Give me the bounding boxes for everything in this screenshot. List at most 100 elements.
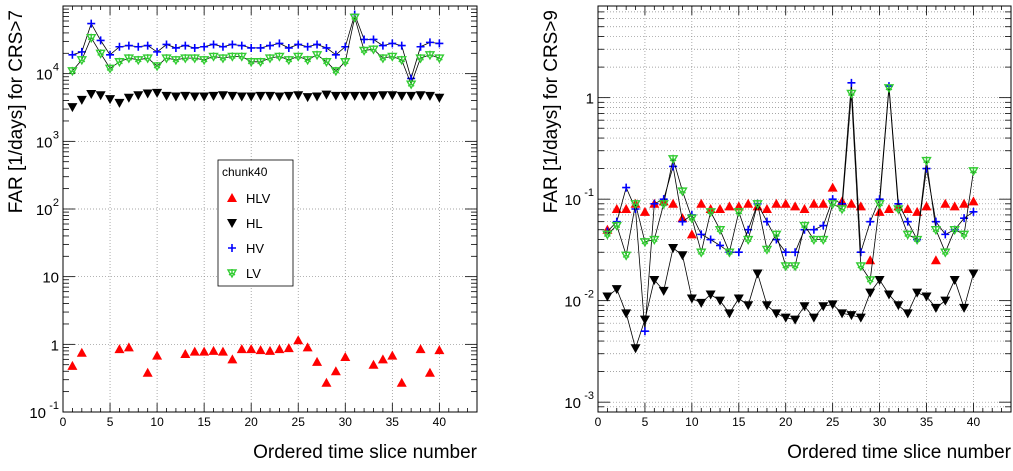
- data-point-hv: [228, 40, 237, 49]
- series-lv: [602, 83, 979, 286]
- data-point-lv: [283, 55, 295, 66]
- data-point-hl: [743, 301, 754, 311]
- data-point-lv: [958, 230, 970, 240]
- data-point-hlv: [761, 204, 772, 213]
- data-point-hv: [68, 50, 77, 59]
- data-point-hl: [968, 269, 979, 279]
- data-point-hv: [143, 41, 152, 50]
- data-point-hl: [246, 92, 257, 102]
- x-tick-label: 30: [339, 415, 353, 429]
- data-point-hl: [424, 91, 435, 101]
- data-point-hl: [368, 91, 379, 101]
- data-point-lv: [170, 55, 182, 66]
- data-point-hl: [67, 103, 78, 113]
- data-point-hl: [180, 91, 191, 101]
- x-tick-label: 40: [433, 415, 447, 429]
- data-point-hlv: [434, 345, 445, 355]
- data-point-lv: [151, 61, 163, 72]
- data-point-hv: [425, 38, 434, 47]
- y-tick-label: 10: [42, 270, 59, 287]
- data-point-hv: [275, 39, 284, 48]
- data-point-hv: [153, 47, 162, 56]
- data-point-hv: [809, 225, 818, 234]
- data-point-hlv: [940, 198, 951, 208]
- data-point-hv: [931, 217, 940, 226]
- data-point-lv: [733, 207, 745, 218]
- data-point-hlv: [424, 367, 435, 377]
- data-point-lv: [930, 225, 942, 236]
- data-point-hv: [360, 35, 369, 44]
- data-point-hl: [274, 92, 285, 102]
- data-point-lv: [883, 83, 895, 94]
- data-point-hv: [237, 41, 246, 50]
- data-point-hl: [827, 300, 838, 310]
- data-point-hl: [790, 315, 801, 325]
- data-point-lv: [949, 225, 960, 236]
- data-point-lv: [274, 52, 285, 62]
- data-point-hv: [87, 19, 96, 28]
- data-point-hl: [170, 92, 181, 102]
- data-point-lv: [630, 199, 641, 210]
- data-point-lv: [349, 13, 360, 23]
- data-point-lv: [639, 237, 651, 248]
- data-point-lv: [368, 45, 379, 55]
- x-tick-label: 35: [386, 415, 400, 429]
- data-point-hl: [406, 91, 417, 101]
- data-point-hl: [76, 95, 87, 105]
- data-point-hv: [622, 183, 631, 192]
- data-point-hl: [940, 296, 951, 306]
- series-line-hl: [607, 247, 974, 350]
- data-point-hlv: [236, 344, 247, 354]
- x-tick-label: 15: [732, 415, 746, 429]
- data-point-hv: [162, 40, 171, 49]
- data-point-lv: [836, 205, 848, 215]
- data-point-lv: [649, 235, 660, 245]
- data-point-lv: [846, 89, 857, 99]
- data-point-lv: [217, 54, 229, 64]
- data-point-lv: [724, 248, 735, 258]
- legend-label-hv: HV: [246, 241, 264, 256]
- data-point-hv: [256, 43, 265, 52]
- data-point-lv: [827, 199, 838, 210]
- data-point-hl: [387, 91, 398, 101]
- data-point-hv: [734, 248, 743, 257]
- data-point-hv: [341, 42, 350, 51]
- data-point-hl: [95, 91, 106, 101]
- y-tick-exponent: -3: [584, 390, 594, 402]
- data-point-hv: [115, 42, 124, 51]
- data-point-hlv: [874, 206, 885, 216]
- y-tick-label: 1: [586, 91, 594, 108]
- data-point-hl: [152, 88, 163, 98]
- data-point-hv: [134, 42, 143, 51]
- data-point-lv: [855, 261, 867, 272]
- data-point-hl: [949, 275, 960, 285]
- data-point-hv: [969, 207, 978, 216]
- data-point-hv: [706, 235, 715, 244]
- data-point-hv: [331, 50, 340, 59]
- data-point-lv: [377, 54, 389, 64]
- data-point-lv: [434, 54, 445, 64]
- y-tick-label: 1: [51, 337, 59, 354]
- data-point-hlv: [780, 198, 791, 208]
- data-point-hl: [236, 92, 247, 102]
- data-point-hl: [696, 298, 707, 308]
- data-point-lv: [415, 54, 426, 64]
- data-point-hl: [105, 95, 116, 105]
- data-point-lv: [255, 57, 266, 68]
- series-hl: [602, 244, 979, 354]
- data-point-hlv: [771, 198, 782, 208]
- data-point-hl: [265, 91, 275, 101]
- x-axis-title: Ordered time slice number: [253, 442, 478, 463]
- data-point-lv: [227, 52, 238, 62]
- data-point-lv: [714, 225, 726, 236]
- data-point-hlv: [827, 182, 838, 192]
- data-point-hl: [874, 275, 885, 285]
- legend-marker-lv: [226, 269, 238, 279]
- data-point-hlv: [114, 344, 125, 354]
- data-point-hlv: [668, 198, 679, 208]
- data-point-hlv: [415, 344, 426, 354]
- data-point-hv: [378, 41, 387, 50]
